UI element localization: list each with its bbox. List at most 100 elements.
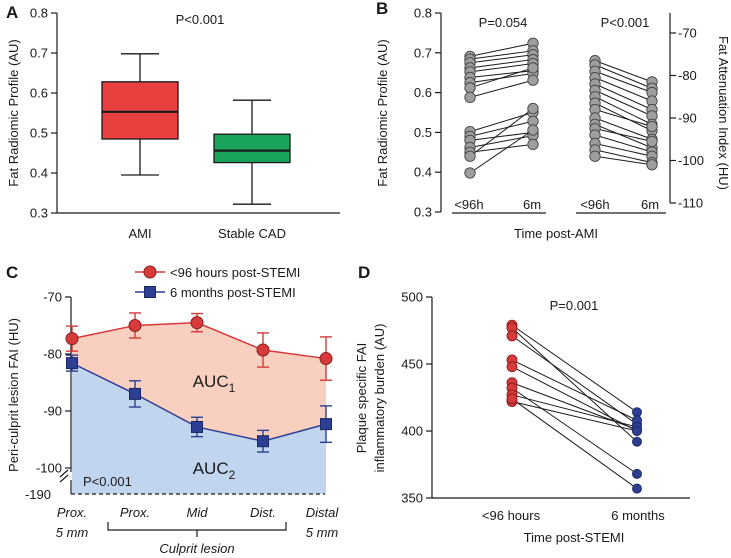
panel-a-y-tick-label-0: 0.3	[30, 206, 48, 221]
panel-b-group0-point-after-7	[527, 62, 539, 74]
panel-b-group1-pair-line-15	[594, 155, 653, 166]
panel-c-x-label-prox-5mm-1: Prox.	[57, 505, 87, 520]
panel-d-x-label: Time post-STEMI	[524, 530, 625, 545]
panel-d-pair-line-6	[511, 387, 638, 475]
panel-b-left-tick-label-5: 0.8	[414, 6, 432, 21]
panel-d-x-label-6m: 6 months	[611, 508, 665, 523]
panel-b-left-tick-label-2: 0.5	[414, 125, 432, 140]
legend-marker-96h	[143, 265, 157, 279]
panel-b-group0-point-before-7	[464, 82, 476, 94]
panel-b-group0-point-before-15	[464, 167, 476, 179]
panel-d-y-tick-label-1: 400	[401, 424, 423, 439]
box-ami-iqr	[101, 81, 179, 140]
panel-b-group0-pair-line-9	[469, 112, 534, 133]
panel-d-point-96h-2	[506, 330, 518, 342]
panel-d-pair-line-7	[511, 394, 638, 428]
panel-b-group0-pair-line-15	[469, 129, 534, 174]
panel-b-group0-pair-line-0	[469, 42, 534, 57]
panel-c-letter: C	[6, 263, 18, 282]
panel-b-p-value-right: P<0.001	[601, 15, 650, 30]
panel-b-group1-pair-line-7	[594, 102, 653, 132]
panel-d-y-tick-label-0: 350	[401, 491, 423, 506]
panel-d-pair-line-8	[511, 401, 638, 432]
panel-d-points	[506, 319, 642, 494]
panel-c-point-6m-4	[320, 418, 332, 431]
panel-b-left-y-label: Fat Radiomic Profile (AU)	[375, 39, 390, 186]
panel-b-group1-pair-line-2	[594, 70, 653, 93]
panel-b-group0-pair-line-2	[469, 54, 534, 64]
panel-c-y-tick-label-1: -80	[43, 347, 62, 362]
panel-a-y-tick-label-2: 0.5	[30, 126, 48, 141]
panel-b-group0-point-after-15	[527, 124, 539, 136]
panel-a-y-tick-label-3: 0.6	[30, 86, 48, 101]
panel-c-point-96h-2	[190, 316, 204, 330]
panel-d-y-label-line1: Plaque specific FAI	[354, 343, 369, 454]
panel-d-y-ticks: 350 400 450 500	[401, 290, 432, 506]
panel-d-pair-line-1	[511, 327, 638, 443]
panel-b-group1-point-after-8	[646, 120, 658, 133]
panel-c-y-tick-label-2: -90	[43, 404, 62, 419]
panel-c-axis-break-mark-1	[59, 469, 69, 478]
panel-b: B 0.3 0.4 0.5 0.6 0.7 0.8 -110 -100 -90 -80 -70 Fa…	[375, 0, 731, 241]
panel-b-left-tick-label-4: 0.7	[414, 45, 432, 60]
panel-c-point-96h-3	[256, 343, 270, 357]
panel-d-point-6m-9	[632, 483, 642, 494]
panel-b-group0-point-after-8	[527, 74, 539, 86]
legend-label-6m: 6 months post-STEMI	[170, 285, 296, 300]
panel-d-p-value: P=0.001	[550, 298, 599, 313]
panel-b-points	[464, 37, 658, 179]
panel-c-x-label-prox: Prox.	[120, 505, 150, 520]
panel-b-group0-pair-line-7	[469, 67, 534, 89]
panel-d-pair-line-4	[511, 366, 638, 432]
box-stable-cad-iqr	[213, 133, 291, 164]
panel-b-label-right-6m: 6m	[641, 197, 659, 212]
panel-b-group0-point-after-14	[527, 102, 539, 115]
panel-a: A 0.3 0.4 0.5 0.6 0.7 0.8 Fat Radiomic Profil…	[6, 3, 340, 241]
panel-b-label-left-96h: <96h	[454, 197, 483, 212]
panel-c: C -70 -80 -90 -100 -190 Peri-culprit lesion…	[6, 263, 339, 556]
panel-b-group1-pair-line-3	[594, 77, 653, 102]
panel-c-point-6m-3	[257, 435, 269, 448]
panel-b-ticks: 0.3 0.4 0.5 0.6 0.7 0.8 -110 -100 -90 -80 -70	[414, 6, 704, 220]
panel-c-x-label-prox-5mm-2: 5 mm	[56, 525, 89, 540]
panel-d-y-tick-label-2: 450	[401, 357, 423, 372]
panel-c-auc1-sub: 1	[229, 381, 236, 395]
panel-b-group0-pair-line-8	[469, 79, 534, 98]
panel-b-group1-pair-line-13	[594, 143, 653, 157]
panel-c-series	[65, 312, 333, 453]
panel-a-boxes	[101, 53, 291, 205]
panel-b-x-label: Time post-AMI	[514, 226, 598, 241]
panel-d-pair-line-0	[511, 324, 638, 413]
panel-b-group0-pair-line-1	[469, 50, 534, 60]
panel-c-culprit-label: Culprit lesion	[159, 541, 234, 556]
panel-b-right-tick-label-0: -110	[678, 196, 703, 211]
panel-b-label-right-96h: <96h	[580, 197, 609, 212]
panel-c-x-label-mid: Mid	[187, 505, 209, 520]
panel-c-auc2-label: AUC2	[193, 459, 236, 482]
panel-d-point-6m-6	[632, 468, 642, 479]
panel-d: D 350 400 450 500 Plaque specific FAI infla…	[354, 263, 690, 545]
panel-d-point-96h-9	[506, 393, 518, 405]
panel-b-label-left-6m: 6m	[523, 197, 541, 212]
panel-a-y-tick-label-4: 0.7	[30, 46, 48, 61]
panel-b-group0-point-before-8	[464, 91, 476, 104]
panel-c-point-6m-2	[191, 420, 203, 433]
panel-c-auc1-base: AUC	[193, 372, 229, 391]
panel-c-point-96h-1	[128, 319, 142, 332]
panel-b-right-tick-label-3: -80	[678, 68, 697, 83]
panel-b-right-tick-label-2: -90	[678, 111, 697, 126]
panel-b-left-tick-label-3: 0.6	[414, 85, 432, 100]
panel-c-auc2-sub: 2	[229, 468, 236, 482]
panel-b-group1-pair-line-10	[594, 123, 653, 149]
panel-b-group0-pair-line-5	[469, 70, 534, 78]
panel-a-letter: A	[6, 3, 18, 22]
panel-c-y-ticks: -70 -80 -90 -100	[36, 290, 71, 476]
panel-b-group1-point-after-11	[646, 135, 658, 148]
panel-c-y-tick-label-0: -70	[43, 290, 62, 305]
panel-b-right-tick-label-4: -70	[678, 26, 697, 41]
panel-c-x-label-dist: Dist.	[250, 505, 276, 520]
panel-a-p-value: P<0.001	[176, 12, 225, 27]
panel-c-y-break-label: -190	[25, 487, 51, 502]
